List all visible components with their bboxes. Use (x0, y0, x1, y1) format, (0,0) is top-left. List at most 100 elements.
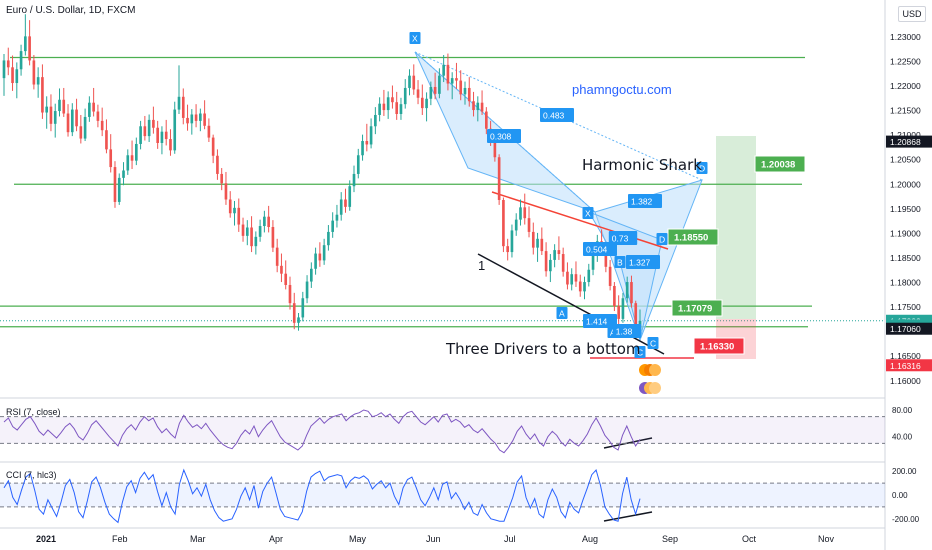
pattern-point-text: C (637, 348, 643, 358)
candle-body (6, 60, 10, 68)
candle-body (566, 271, 569, 285)
rsi-band (0, 416, 885, 444)
target-badge (671, 299, 723, 317)
candle-body (301, 298, 305, 318)
candle-body (386, 97, 390, 111)
candle-body (41, 77, 44, 113)
candle-body (224, 183, 228, 200)
candle-body (425, 98, 428, 109)
candle-body (105, 130, 108, 150)
rsi-divergence-line[interactable] (603, 437, 653, 449)
candle-body (544, 251, 548, 272)
time-tick-label: Mar (190, 534, 206, 544)
candle-body (361, 141, 364, 156)
candle-body (58, 99, 61, 112)
ratio-badge (612, 324, 642, 338)
candle-body (514, 219, 518, 231)
candle-body (408, 75, 411, 88)
candle-body (275, 247, 279, 266)
price-axis-badge (886, 135, 932, 148)
price-tick-label: 1.22500 (890, 56, 921, 66)
profit-zone[interactable] (716, 136, 756, 319)
candle-body (45, 106, 49, 113)
candle-body (250, 227, 253, 247)
candle-body (395, 102, 399, 114)
candle-body (32, 60, 36, 85)
candle-body (88, 102, 91, 117)
cci-title[interactable]: CCI (7, hlc3) (6, 470, 57, 480)
candle-body (463, 87, 467, 95)
candle-body (625, 282, 629, 299)
candle-body (186, 117, 189, 124)
candle-body (143, 126, 147, 137)
event-icons[interactable] (639, 364, 661, 394)
event-icon-flag[interactable] (649, 364, 661, 376)
time-tick-label: 2021 (36, 534, 56, 544)
target-labels: 1.20038 1.18550 1.17079 1.16330 (667, 155, 806, 355)
candle-body (578, 281, 582, 292)
candle-body (169, 139, 172, 151)
rsi-tick-label: 80.00 (892, 406, 913, 415)
candle-body (519, 207, 522, 220)
candle-body (352, 173, 356, 187)
candle-body (446, 64, 450, 84)
candle-body (53, 111, 57, 124)
target-badge (754, 155, 806, 173)
candle-body (100, 120, 104, 131)
cci-band (0, 483, 885, 507)
candle-body (62, 99, 66, 114)
candle-body (310, 268, 313, 282)
candle-body (152, 119, 155, 128)
candle-body (480, 102, 484, 112)
candle-body (591, 255, 595, 270)
candle-body (570, 274, 574, 285)
candle-body (177, 96, 181, 110)
shark-pattern-small-triangle[interactable] (587, 211, 663, 341)
pattern-point-text: B (617, 258, 623, 268)
candle-body (476, 102, 480, 111)
ratio-badge (626, 255, 660, 269)
three-drivers-annotation[interactable]: Three Drivers to a bottom (446, 340, 641, 358)
rsi-title[interactable]: RSI (7, close) (6, 407, 61, 417)
pattern-point-badge (614, 256, 626, 268)
candle-body (297, 317, 300, 323)
candle-body (412, 75, 416, 90)
candle-body (70, 109, 74, 133)
symbol-title[interactable]: Euro / U.S. Dollar, 1D, FXCM (6, 5, 136, 16)
candle-body (455, 78, 458, 81)
price-tick-label: 1.19000 (890, 228, 921, 238)
candle-body (510, 230, 514, 253)
candle-body (531, 231, 535, 248)
axis-labels: 1.23000 1.22500 1.22000 1.21500 1.21000 1.205… (36, 32, 932, 544)
candle-body (288, 284, 292, 304)
cci-divergence-line[interactable] (603, 511, 653, 522)
event-icon-dividend[interactable] (649, 382, 661, 394)
candle-body (613, 285, 616, 307)
candle-body (109, 149, 113, 168)
candle-body (574, 274, 578, 282)
currency-badge[interactable]: USD (898, 6, 926, 22)
wedge-upper-trendline[interactable] (491, 191, 669, 250)
candle-body (587, 269, 591, 283)
candle-body (66, 113, 70, 133)
price-tick-label: 1.22000 (890, 81, 921, 91)
price-tick-label: 1.21500 (890, 106, 921, 116)
candle-body (254, 236, 258, 247)
candle-body (549, 259, 552, 272)
horizontal-levels[interactable] (0, 56, 885, 328)
time-tick-label: Oct (742, 534, 757, 544)
candle-body (207, 125, 211, 138)
candle-body (164, 131, 168, 140)
ratio-badge (628, 194, 662, 208)
time-tick-label: Apr (269, 534, 283, 544)
ratio-badge (583, 242, 617, 256)
harmonic-pattern[interactable] (414, 51, 703, 522)
candle-body (203, 113, 206, 126)
time-tick-label: Sep (662, 534, 678, 544)
price-axis-badge (886, 359, 932, 372)
harmonic-shark-annotation[interactable]: Harmonic Shark (582, 156, 702, 174)
ratio-badge-text: 1.414 (586, 317, 608, 327)
pattern-point-text: D (699, 164, 705, 174)
candle-body (75, 109, 78, 127)
